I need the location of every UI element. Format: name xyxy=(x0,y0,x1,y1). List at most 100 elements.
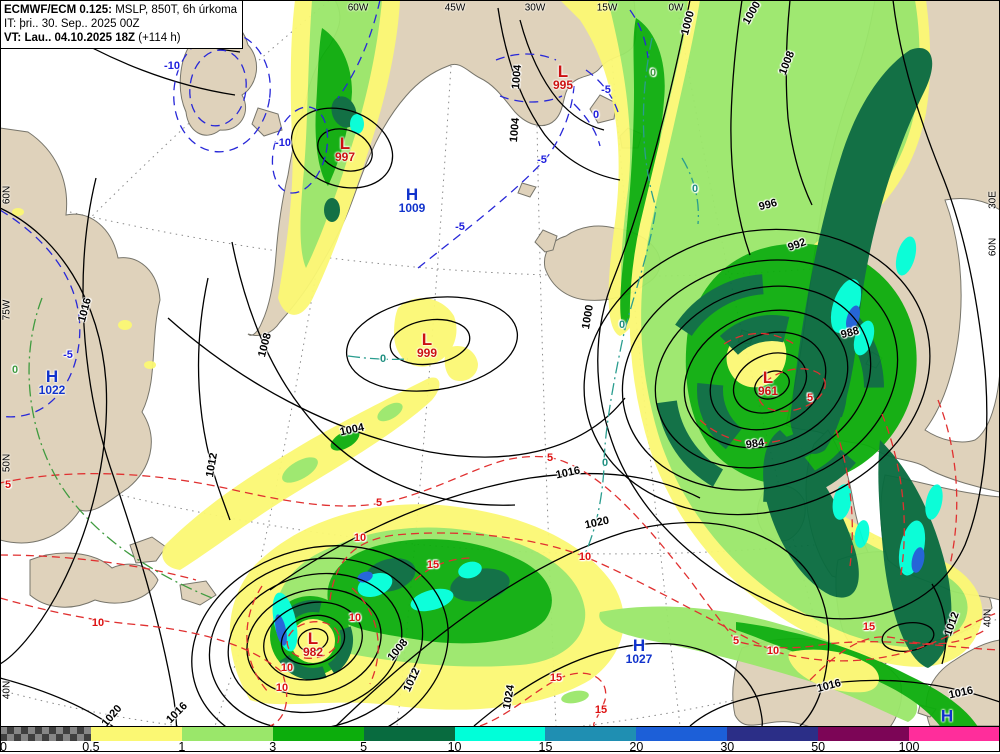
pressure-value: 982 xyxy=(302,645,324,659)
pressure-center-h: H 1022 xyxy=(39,367,66,397)
colorbar-tick: 0 xyxy=(0,740,7,754)
pressure-center-h: H xyxy=(941,708,953,725)
contour-label: 992 xyxy=(786,236,808,254)
contour-label: 1004 xyxy=(507,117,523,143)
colorbar-tick: 5 xyxy=(360,740,368,754)
contour-label: 984 xyxy=(745,436,765,452)
pressure-value: 999 xyxy=(416,346,438,360)
colorbar-tick-labels: 0 0.5 1 3 5 10 15 20 30 50 100 xyxy=(0,740,1000,754)
contour-label: 0 xyxy=(592,109,600,121)
contour-label: 1020 xyxy=(583,514,611,532)
contour-label: 1008 xyxy=(256,331,274,359)
contour-label: 1016 xyxy=(164,700,190,726)
colorbar-tick: 50 xyxy=(811,740,826,754)
contour-label: 1004 xyxy=(338,421,366,439)
contour-label: 1016 xyxy=(554,464,582,482)
weather-map: L 997 L 995 L 999 L 961 L 982 H 1009 H 1022 H 1027 H 1000… xyxy=(0,0,1000,726)
graticule-edge-label: 40N xyxy=(1,680,13,700)
colorbar-segment xyxy=(363,727,455,741)
pressure-letter: L xyxy=(557,62,569,81)
colorbar-tick: 0.5 xyxy=(82,740,100,754)
pressure-center-h: H 1009 xyxy=(398,185,426,215)
contour-label: -10 xyxy=(275,137,291,149)
contour-label: -5 xyxy=(455,221,465,233)
contour-label: 5 xyxy=(806,392,814,404)
pressure-center-l: L 961 xyxy=(757,369,779,398)
contour-label: 10 xyxy=(280,662,294,674)
pressure-center-l: L 995 xyxy=(553,62,573,92)
contour-label: 1016 xyxy=(815,677,843,695)
contour-label: 10 xyxy=(578,551,592,563)
contour-label: 15 xyxy=(426,559,440,571)
contour-label: 0 xyxy=(11,364,19,376)
colorbar-segment xyxy=(454,727,546,741)
contour-label: -5 xyxy=(601,84,611,96)
pressure-letter: L xyxy=(421,330,433,349)
contour-label: 5 xyxy=(375,497,383,509)
contour-label: 1016 xyxy=(76,296,94,324)
pressure-letter: H xyxy=(632,636,646,655)
contour-label: 0 xyxy=(618,319,626,331)
colorbar-tick: 20 xyxy=(629,740,644,754)
graticule-edge-label: 60N xyxy=(987,237,999,257)
colorbar-tick: 100 xyxy=(898,740,920,754)
pressure-value: 1027 xyxy=(625,652,653,666)
pressure-center-l: L 982 xyxy=(302,629,324,659)
colorbar-segment xyxy=(909,727,1000,741)
colorbar-swatches xyxy=(0,727,1000,741)
colorbar-tick: 30 xyxy=(720,740,735,754)
graticule-edge-label: 30E xyxy=(987,191,999,209)
pressure-letter: H xyxy=(45,367,59,386)
zero-temp-contours xyxy=(28,37,700,599)
forecast-header: ECMWF/ECM 0.125: MSLP, 850T, 6h úrkoma I… xyxy=(0,0,244,49)
model-fields: MSLP, 850T, 6h úrkoma xyxy=(112,4,238,16)
graticule-edge-label: 45W xyxy=(444,2,466,14)
colorbar-tick: 1 xyxy=(178,740,186,754)
colorbar-tick: 15 xyxy=(538,740,553,754)
isobar-contours xyxy=(0,0,1000,726)
graticule-edge-label: 0W xyxy=(668,2,684,14)
contour-label: 1004 xyxy=(509,64,525,90)
contour-label: 1012 xyxy=(203,451,221,479)
contour-label: 0 xyxy=(691,183,699,195)
contour-label: 1012 xyxy=(401,666,423,694)
contour-label: 988 xyxy=(839,324,861,342)
contour-label: 1008 xyxy=(776,49,798,77)
pressure-center-l: L 997 xyxy=(334,135,356,164)
graticule-edge-label: 30W xyxy=(524,2,546,14)
graticule-edge-label: 60W xyxy=(347,2,369,14)
colorbar-segment xyxy=(0,727,91,741)
contour-label: 1020 xyxy=(99,702,125,726)
contour-label: 10 xyxy=(348,612,362,624)
contour-label: 5 xyxy=(4,479,12,491)
contour-label: 15 xyxy=(862,621,876,633)
colorbar-segment xyxy=(636,727,728,741)
map-canvas xyxy=(0,0,1000,726)
valid-time: VT: Lau.. 04.10.2025 18Z xyxy=(4,32,136,44)
map-label-layer: L 997 L 995 L 999 L 961 L 982 H 1009 H 1022 H 1027 H 1000… xyxy=(1,0,999,726)
colorbar-segment xyxy=(818,727,910,741)
pressure-letter: H xyxy=(405,185,419,204)
contour-label: 0 xyxy=(379,353,387,365)
pressure-value: 1009 xyxy=(398,201,426,215)
pressure-center-h: H 1027 xyxy=(625,636,653,666)
graticule-edge-label: 75W xyxy=(1,299,13,321)
pressure-center-l: L 999 xyxy=(416,330,438,360)
lead-time: (+114 h) xyxy=(135,32,181,44)
graticule-edge-label: 60N xyxy=(1,185,13,205)
header-line-init: IT: þri.. 30. Sep.. 2025 00Z xyxy=(4,17,237,31)
contour-label: 10 xyxy=(91,617,105,629)
header-line-model: ECMWF/ECM 0.125: MSLP, 850T, 6h úrkoma xyxy=(4,3,237,17)
contour-label: 1000 xyxy=(579,303,597,331)
contour-label: 1012 xyxy=(942,610,962,638)
colorbar-tick: 3 xyxy=(269,740,277,754)
contour-label: 1000 xyxy=(679,9,697,37)
contour-label: -10 xyxy=(164,60,180,72)
pressure-value: 997 xyxy=(334,150,356,164)
colorbar-segment xyxy=(181,727,273,741)
colorbar-segment xyxy=(545,727,637,741)
pressure-value: 961 xyxy=(757,384,779,398)
pressure-letter: L xyxy=(307,629,319,648)
contour-label: 10 xyxy=(766,645,780,657)
contour-label: 1016 xyxy=(947,684,975,702)
